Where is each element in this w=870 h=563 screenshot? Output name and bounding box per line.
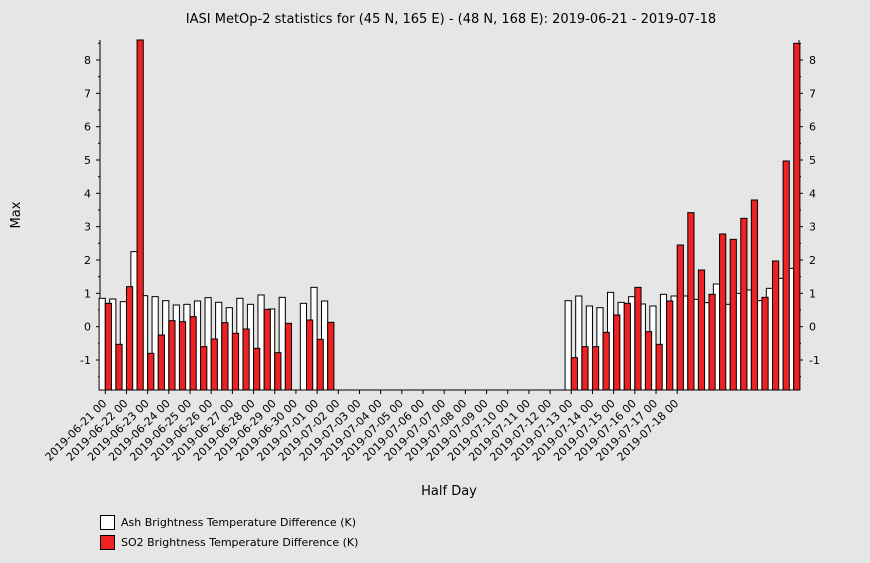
y-tick-label-right: 3 [809, 221, 816, 234]
bar-so2 [231, 332, 240, 391]
bar-ash [299, 302, 308, 391]
bar-so2 [687, 212, 695, 391]
bar-so2 [676, 244, 684, 391]
bar-so2 [327, 321, 335, 391]
y-tick-label: 2 [84, 254, 91, 267]
bar-so2 [772, 260, 780, 391]
bar-so2 [284, 322, 293, 391]
bar-so2 [697, 269, 706, 391]
bar-so2 [200, 346, 208, 391]
y-tick-label-right: 2 [809, 254, 816, 267]
bar-so2 [178, 321, 187, 391]
bar-ash [98, 297, 106, 391]
bar-so2 [157, 334, 165, 391]
y-axis-label: Max [9, 201, 24, 228]
bar-so2 [136, 39, 144, 391]
y-tick-label: 3 [84, 221, 91, 234]
bar-so2 [253, 347, 261, 391]
bar-so2 [263, 308, 271, 391]
y-tick-label: 5 [84, 154, 91, 167]
bar-so2 [613, 314, 621, 391]
bar-so2 [644, 331, 653, 391]
x-axis-label: Half Day [421, 484, 477, 499]
bar-so2 [570, 357, 578, 391]
legend-item-so2: SO2 Brightness Temperature Difference (K… [100, 532, 358, 552]
y-tick-label-right: 0 [809, 321, 816, 334]
bar-so2 [168, 320, 176, 391]
bar-so2 [125, 286, 134, 391]
legend-swatch-so2 [100, 534, 115, 550]
bar-so2 [761, 296, 769, 391]
bar-so2 [591, 346, 600, 391]
bar-ash [564, 300, 572, 391]
bar-so2 [306, 319, 314, 391]
bar-so2 [115, 343, 123, 391]
y-tick-label-right: 6 [809, 121, 816, 134]
bar-so2 [740, 217, 748, 391]
bar-so2 [719, 233, 727, 391]
y-tick-label: 1 [84, 287, 91, 300]
y-tick-label: 0 [84, 321, 91, 334]
bar-so2 [782, 160, 790, 391]
y-tick-label: -1 [80, 354, 91, 367]
bar-so2 [634, 286, 642, 391]
legend-swatch-ash [100, 514, 115, 530]
bar-so2 [147, 352, 155, 391]
y-tick-label: 7 [84, 87, 91, 100]
bar-so2 [274, 352, 282, 391]
y-tick-label-right: 7 [809, 87, 816, 100]
y-tick-label: 4 [84, 187, 91, 200]
bar-ash [575, 295, 583, 391]
bar-so2 [750, 199, 759, 391]
bar-so2 [793, 42, 801, 391]
bar-so2 [655, 343, 663, 391]
bar-so2 [242, 328, 250, 391]
bar-so2 [729, 238, 737, 391]
bar-so2 [581, 346, 589, 391]
chart-title: IASI MetOp-2 statistics for (45 N, 165 E… [186, 12, 716, 27]
bar-so2 [623, 302, 631, 391]
y-tick-label-right: 5 [809, 154, 816, 167]
y-tick-label-right: 8 [809, 54, 816, 67]
y-tick-label-right: 1 [809, 287, 816, 300]
legend-item-ash: Ash Brightness Temperature Difference (K… [100, 512, 358, 532]
bar-so2 [316, 338, 324, 391]
y-tick-label: 6 [84, 121, 91, 134]
bar-so2 [210, 338, 218, 391]
bar-so2 [189, 316, 197, 391]
legend: Ash Brightness Temperature Difference (K… [100, 512, 358, 552]
legend-label-so2: SO2 Brightness Temperature Difference (K… [121, 535, 359, 549]
y-tick-label: 8 [84, 54, 91, 67]
legend-label-ash: Ash Brightness Temperature Difference (K… [121, 515, 356, 529]
y-tick-label-right: 4 [809, 187, 816, 200]
y-tick-label-right: -1 [809, 354, 820, 367]
bar-so2 [708, 293, 716, 391]
bar-so2 [602, 331, 610, 391]
bar-so2 [221, 322, 229, 391]
bar-so2 [104, 302, 112, 391]
bar-so2 [666, 300, 674, 391]
